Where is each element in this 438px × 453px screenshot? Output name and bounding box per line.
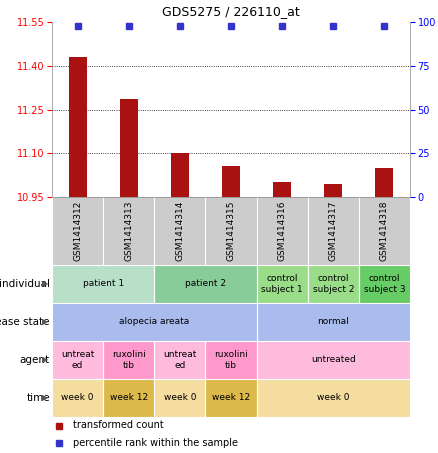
Text: week 12: week 12 bbox=[212, 394, 250, 403]
Bar bbox=[375, 168, 393, 197]
Text: GSM1414312: GSM1414312 bbox=[73, 201, 82, 261]
Text: control
subject 2: control subject 2 bbox=[313, 275, 354, 294]
Bar bbox=[257, 379, 410, 417]
Text: GSM1414315: GSM1414315 bbox=[226, 201, 236, 261]
Bar bbox=[103, 197, 154, 265]
Bar bbox=[52, 197, 103, 265]
Bar bbox=[52, 303, 257, 341]
Bar bbox=[52, 265, 154, 303]
Text: week 0: week 0 bbox=[164, 394, 196, 403]
Text: GSM1414314: GSM1414314 bbox=[175, 201, 184, 261]
Text: untreat
ed: untreat ed bbox=[61, 350, 94, 370]
Bar bbox=[308, 265, 359, 303]
Title: GDS5275 / 226110_at: GDS5275 / 226110_at bbox=[162, 5, 300, 18]
Text: individual: individual bbox=[0, 279, 50, 289]
Text: ▶: ▶ bbox=[42, 394, 48, 403]
Bar bbox=[257, 197, 308, 265]
Text: untreat
ed: untreat ed bbox=[163, 350, 197, 370]
Bar bbox=[52, 379, 103, 417]
Bar bbox=[52, 341, 103, 379]
Bar bbox=[257, 341, 410, 379]
Text: alopecia areata: alopecia areata bbox=[119, 318, 189, 327]
Text: control
subject 1: control subject 1 bbox=[261, 275, 303, 294]
Text: normal: normal bbox=[318, 318, 349, 327]
Text: GSM1414313: GSM1414313 bbox=[124, 201, 133, 261]
Text: ruxolini
tib: ruxolini tib bbox=[112, 350, 145, 370]
Bar bbox=[69, 57, 87, 197]
Text: agent: agent bbox=[20, 355, 50, 365]
Text: week 12: week 12 bbox=[110, 394, 148, 403]
Bar bbox=[205, 197, 257, 265]
Bar bbox=[308, 197, 359, 265]
Text: GSM1414316: GSM1414316 bbox=[278, 201, 286, 261]
Bar bbox=[257, 303, 410, 341]
Text: ruxolini
tib: ruxolini tib bbox=[214, 350, 248, 370]
Text: control
subject 3: control subject 3 bbox=[364, 275, 405, 294]
Bar bbox=[120, 99, 138, 197]
Bar bbox=[273, 183, 291, 197]
Bar bbox=[205, 341, 257, 379]
Bar bbox=[103, 379, 154, 417]
Text: transformed count: transformed count bbox=[74, 420, 164, 430]
Text: patient 2: patient 2 bbox=[185, 280, 226, 289]
Text: GSM1414317: GSM1414317 bbox=[329, 201, 338, 261]
Bar bbox=[324, 184, 342, 197]
Bar bbox=[359, 197, 410, 265]
Text: percentile rank within the sample: percentile rank within the sample bbox=[74, 438, 238, 448]
Text: ▶: ▶ bbox=[42, 318, 48, 327]
Text: disease state: disease state bbox=[0, 317, 50, 327]
Text: untreated: untreated bbox=[311, 356, 356, 365]
Text: patient 1: patient 1 bbox=[83, 280, 124, 289]
Bar bbox=[154, 265, 257, 303]
Bar bbox=[154, 379, 205, 417]
Text: ▶: ▶ bbox=[42, 356, 48, 365]
Text: week 0: week 0 bbox=[61, 394, 94, 403]
Text: week 0: week 0 bbox=[317, 394, 350, 403]
Bar bbox=[154, 197, 205, 265]
Bar bbox=[359, 265, 410, 303]
Text: ▶: ▶ bbox=[42, 280, 48, 289]
Bar bbox=[103, 341, 154, 379]
Bar bbox=[205, 379, 257, 417]
Text: GSM1414318: GSM1414318 bbox=[380, 201, 389, 261]
Bar bbox=[257, 265, 308, 303]
Bar bbox=[154, 341, 205, 379]
Text: time: time bbox=[26, 393, 50, 403]
Bar bbox=[222, 166, 240, 197]
Bar bbox=[171, 153, 189, 197]
